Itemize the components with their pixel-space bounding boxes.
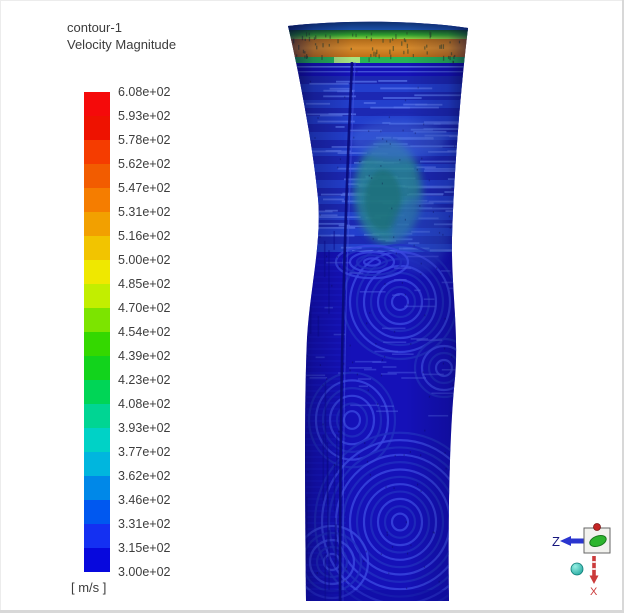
legend-tick-label: 3.93e+02 <box>118 421 171 435</box>
legend-tick-label: 5.00e+02 <box>118 253 171 267</box>
legend-tick-label: 3.46e+02 <box>118 493 171 507</box>
legend-tick-label: 3.77e+02 <box>118 445 171 459</box>
legend: 6.08e+02 5.93e+02 5.78e+02 5.62e+02 5.47e+02… <box>84 85 284 592</box>
contour-name: contour-1 <box>67 20 122 35</box>
contour-title: contour-1 Velocity Magnitude <box>67 19 176 53</box>
legend-unit-label: [ m/s ] <box>71 580 107 595</box>
legend-tick-label: 4.54e+02 <box>118 325 171 339</box>
colorbar-band <box>84 212 110 236</box>
legend-tick-label: 4.23e+02 <box>118 373 171 387</box>
cube-top-knob <box>593 523 601 531</box>
colorbar-band <box>84 500 110 524</box>
colorbar-band <box>84 404 110 428</box>
colorbar-band <box>84 236 110 260</box>
colorbar-band <box>84 332 110 356</box>
legend-tick-label: 3.62e+02 <box>118 469 171 483</box>
colorbar-band <box>84 428 110 452</box>
legend-tick-label: 4.85e+02 <box>118 277 171 291</box>
x-axis-label: X <box>590 586 598 598</box>
z-axis-arrow-icon <box>560 536 571 546</box>
x-axis-shaft-tick <box>592 561 596 563</box>
colorbar-band <box>84 188 110 212</box>
colorbar-band <box>84 308 110 332</box>
legend-tick-label: 4.70e+02 <box>118 301 171 315</box>
colorbar-band <box>84 284 110 308</box>
axis-triad: Z X <box>552 523 611 598</box>
colorbar-band <box>84 356 110 380</box>
z-axis-label: Z <box>552 534 560 549</box>
legend-tick-label: 4.39e+02 <box>118 349 171 363</box>
y-axis-ellipse-icon <box>589 534 607 548</box>
legend-tick-label: 6.08e+02 <box>118 85 171 99</box>
colorbar-band <box>84 116 110 140</box>
legend-tick-label: 5.31e+02 <box>118 205 171 219</box>
colorbar-band <box>84 164 110 188</box>
legend-tick-label: 3.31e+02 <box>118 517 171 531</box>
legend-tick-label: 5.93e+02 <box>118 109 171 123</box>
legend-tick-label: 5.78e+02 <box>118 133 171 147</box>
x-axis-shaft <box>592 556 596 576</box>
colorbar-band <box>84 476 110 500</box>
x-axis-arrow-icon <box>589 575 599 584</box>
z-axis-shaft <box>569 538 591 544</box>
legend-tick-label: 4.08e+02 <box>118 397 171 411</box>
x-axis-shaft-tick <box>592 568 596 570</box>
contour-surface <box>288 21 468 601</box>
colorbar-band <box>84 548 110 572</box>
contour-variable: Velocity Magnitude <box>67 37 177 52</box>
colorbar-band <box>84 524 110 548</box>
legend-tick-label: 3.00e+02 <box>118 565 171 579</box>
colorbar <box>84 92 110 572</box>
colorbar-band <box>84 380 110 404</box>
legend-tick-label: 5.16e+02 <box>118 229 171 243</box>
legend-tick-label: 3.15e+02 <box>118 541 171 555</box>
colorbar-band <box>84 92 110 116</box>
colorbar-band <box>84 452 110 476</box>
colorbar-band <box>84 260 110 284</box>
axis-sphere-icon <box>570 562 584 576</box>
colorbar-band <box>84 140 110 164</box>
legend-tick-label: 5.47e+02 <box>118 181 171 195</box>
legend-tick-label: 5.62e+02 <box>118 157 171 171</box>
